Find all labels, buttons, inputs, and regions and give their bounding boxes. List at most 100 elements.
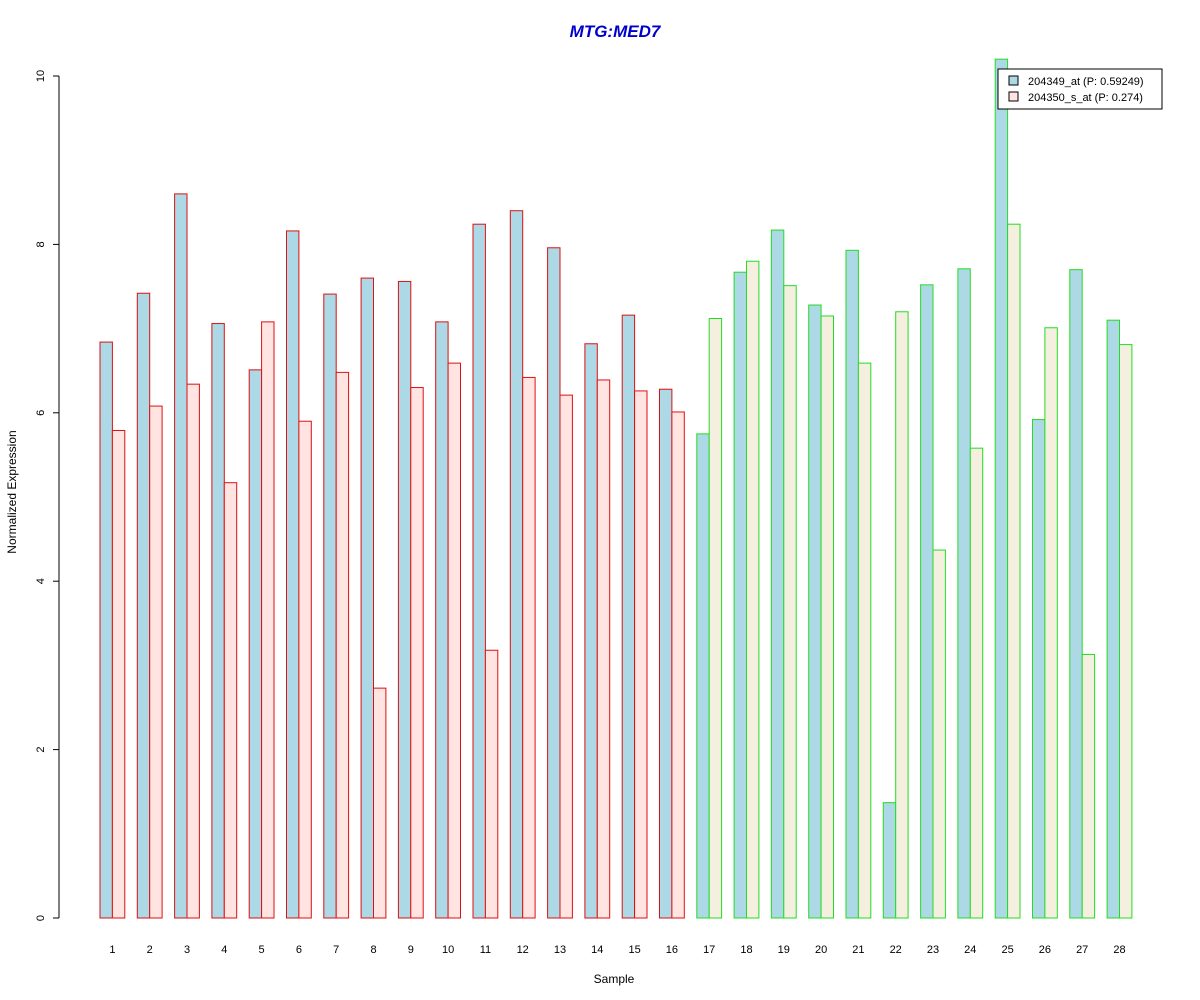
bar-204349-at-sample-14: [584, 343, 598, 919]
y-tick-label: 8: [35, 241, 47, 247]
x-tick-label: 26: [1039, 944, 1051, 956]
x-tick-label: 21: [852, 944, 864, 956]
chart-title: MTG:MED7: [570, 22, 662, 41]
bar-204350-s-at-sample-15: [634, 390, 648, 919]
legend: 204349_at (P: 0.59249) 204350_s_at (P: 0…: [997, 68, 1163, 110]
y-axis-ticks: 0 2 4 6 8 10: [35, 70, 59, 921]
bar-204349-at-sample-10: [435, 321, 449, 919]
bar-204350-s-at-sample-20: [820, 315, 834, 919]
bar-204349-at-sample-26: [1032, 419, 1046, 919]
x-axis-tick-labels: 1 2 3 4 5 6 7 8 9 10 11 12 13 14 15 16 17 18 19 20 21 22 23 24 2…: [109, 944, 1125, 956]
bar-204350-s-at-sample-6: [298, 420, 312, 919]
bar-204349-at-sample-4: [211, 323, 225, 919]
bar-204349-at-sample-19: [770, 229, 785, 919]
y-tick-label: 10: [35, 70, 47, 82]
bar-204350-s-at-sample-7: [335, 371, 350, 919]
bar-204349-at-sample-17: [696, 433, 710, 919]
bar-204349-at-sample-8: [360, 277, 375, 919]
bar-204350-s-at-sample-26: [1044, 327, 1058, 919]
x-tick-label: 18: [740, 944, 752, 956]
x-tick-label: 15: [628, 944, 640, 956]
x-tick-label: 13: [554, 944, 566, 956]
bar-series-group: [99, 58, 1133, 919]
y-tick-label: 6: [35, 410, 47, 416]
bar-204350-s-at-sample-2: [149, 405, 163, 919]
y-tick-label: 2: [35, 747, 47, 753]
x-tick-label: 16: [666, 944, 678, 956]
bar-204350-s-at-sample-23: [932, 549, 946, 919]
bar-204350-s-at-sample-27: [1081, 653, 1096, 919]
x-tick-label: 22: [890, 944, 902, 956]
x-tick-label: 12: [517, 944, 529, 956]
bar-204350-s-at-sample-16: [671, 411, 685, 919]
bar-204349-at-sample-2: [136, 292, 151, 919]
bar-204349-at-sample-20: [808, 304, 822, 919]
bar-204349-at-sample-13: [547, 247, 561, 919]
bar-204349-at-sample-5: [248, 369, 263, 919]
bar-204350-s-at-sample-14: [596, 379, 611, 919]
bar-204350-s-at-sample-9: [410, 387, 424, 919]
bar-204350-s-at-sample-24: [969, 447, 984, 919]
bar-204350-s-at-sample-19: [783, 285, 797, 919]
bar-204349-at-sample-15: [621, 314, 636, 919]
bar-204349-at-sample-16: [659, 388, 673, 919]
bar-204349-at-sample-6: [286, 230, 300, 919]
bar-204349-at-sample-18: [733, 271, 747, 919]
bar-204350-s-at-sample-3: [186, 383, 200, 919]
bar-204349-at-sample-21: [845, 249, 859, 919]
bar-204350-s-at-sample-17: [708, 317, 723, 919]
legend-label-204350-s-at: 204350_s_at (P: 0.274): [1028, 92, 1143, 104]
bar-204350-s-at-sample-18: [746, 260, 760, 919]
legend-label-204349-at: 204349_at (P: 0.59249): [1028, 76, 1144, 88]
bar-204350-s-at-sample-8: [373, 687, 387, 919]
bar-204350-s-at-sample-5: [261, 321, 275, 919]
x-tick-label: 10: [442, 944, 454, 956]
y-axis-title: Normalized Expression: [5, 430, 19, 553]
bar-204350-s-at-sample-12: [522, 376, 536, 919]
bar-204349-at-sample-3: [174, 193, 188, 919]
bar-204349-at-sample-24: [957, 268, 971, 919]
bar-204350-s-at-sample-10: [447, 362, 462, 919]
x-tick-label: 9: [408, 944, 414, 956]
legend-swatch-204349-at: [1008, 75, 1019, 86]
bar-204349-at-sample-28: [1106, 319, 1120, 919]
x-tick-label: 2: [147, 944, 153, 956]
bar-204349-at-sample-11: [472, 223, 486, 919]
bar-204350-s-at-sample-22: [895, 311, 909, 919]
y-tick-label: 4: [35, 578, 47, 584]
x-tick-label: 20: [815, 944, 827, 956]
x-tick-label: 17: [703, 944, 715, 956]
bar-204349-at-sample-12: [509, 210, 524, 919]
bar-204350-s-at-sample-1: [111, 429, 126, 919]
legend-box: [997, 68, 1163, 110]
bar-204349-at-sample-22: [882, 802, 897, 919]
bar-204350-s-at-sample-13: [559, 394, 573, 919]
y-tick-label: 0: [35, 915, 47, 921]
bar-204350-s-at-sample-4: [223, 482, 238, 919]
x-tick-label: 28: [1113, 944, 1125, 956]
bar-204350-s-at-sample-25: [1007, 223, 1021, 919]
x-tick-label: 6: [296, 944, 302, 956]
x-tick-label: 24: [964, 944, 976, 956]
x-tick-label: 7: [333, 944, 339, 956]
x-axis-title: Sample: [594, 972, 635, 986]
legend-swatch-204350-s-at: [1008, 91, 1019, 102]
bar-204349-at-sample-9: [397, 280, 412, 919]
bar-204349-at-sample-7: [323, 293, 337, 919]
x-tick-label: 23: [927, 944, 939, 956]
x-tick-label: 4: [221, 944, 227, 956]
bar-204350-s-at-sample-28: [1119, 344, 1133, 919]
x-tick-label: 27: [1076, 944, 1088, 956]
bar-204350-s-at-sample-11: [484, 649, 499, 919]
x-tick-label: 14: [591, 944, 603, 956]
bar-204349-at-sample-23: [920, 284, 934, 919]
x-tick-label: 25: [1001, 944, 1013, 956]
x-tick-label: 3: [184, 944, 190, 956]
bar-204350-s-at-sample-21: [857, 362, 872, 919]
x-tick-label: 19: [778, 944, 790, 956]
bar-204349-at-sample-1: [99, 341, 113, 919]
x-tick-label: 1: [109, 944, 115, 956]
x-tick-label: 5: [259, 944, 265, 956]
x-tick-label: 8: [370, 944, 376, 956]
